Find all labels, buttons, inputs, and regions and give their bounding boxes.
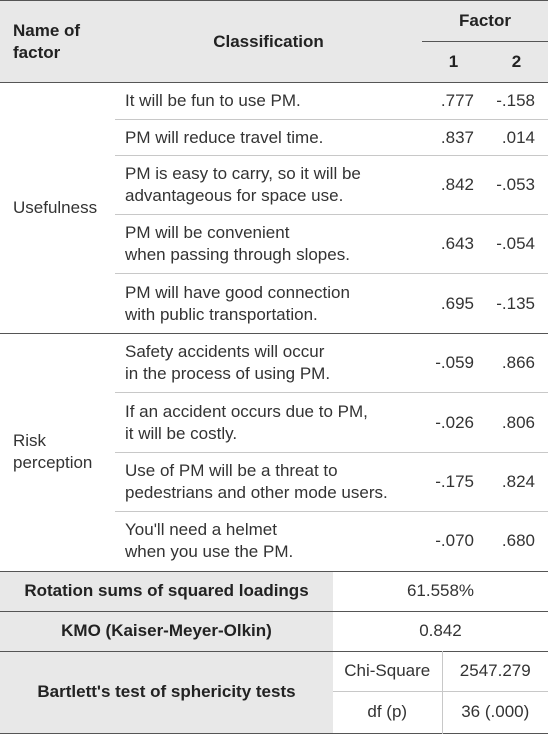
text-line: If an accident occurs due to PM,: [125, 401, 368, 421]
text-line: Safety accidents will occur: [125, 342, 325, 361]
text-line: Usefulness: [13, 198, 98, 217]
factor-1: .643: [422, 214, 485, 274]
text-line: You'll need a helmet: [125, 520, 277, 540]
summary-row: Rotation sums of squared loadings 61.558%: [0, 570, 548, 611]
group-name: Risk perception: [0, 333, 115, 571]
factor-2: .680: [485, 511, 548, 571]
classification: PM will have good connection with public …: [115, 273, 422, 334]
text-line: PM is easy to carry, so it will be: [125, 164, 361, 183]
summary-label: KMO (Kaiser-Meyer-Olkin): [0, 610, 333, 651]
factor-1: .837: [422, 119, 485, 156]
summary-label: Bartlett's test of sphericity tests: [0, 650, 333, 733]
data-row: If an accident occurs due to PM, it will …: [0, 392, 548, 453]
data-row: You'll need a helmet when you use the PM.…: [0, 511, 548, 571]
factor-1: .695: [422, 273, 485, 334]
data-row: PM will have good connection with public …: [0, 273, 548, 334]
factor-2: .824: [485, 452, 548, 512]
data-row: PM will be convenient when passing throug…: [0, 214, 548, 274]
header-name: Name of factor: [0, 0, 115, 83]
classification: You'll need a helmet when you use the PM.: [115, 511, 422, 571]
classification: PM will reduce travel time.: [115, 119, 422, 156]
text-line: Name of: [13, 20, 81, 40]
factor-table: Name of factor Classification Factor 1 2 Usefu…: [0, 0, 548, 571]
factor-2: .866: [485, 333, 548, 393]
bartlett-value: 2547.279: [442, 650, 548, 691]
classification: PM is easy to carry, so it will be advant…: [115, 155, 422, 215]
text-line: PM will reduce travel time.: [125, 127, 324, 147]
text-line: Use of PM will be a threat to: [125, 461, 338, 480]
factor-1: -.070: [422, 511, 485, 571]
summary-label: Rotation sums of squared loadings: [0, 570, 333, 611]
classification: Safety accidents will occur in the proces…: [115, 333, 422, 393]
group-name: Usefulness: [0, 82, 115, 334]
data-row: Use of PM will be a threat to pedestrians…: [0, 452, 548, 512]
bartlett-stat: df (p): [333, 690, 443, 733]
header-row: Name of factor Classification Factor: [0, 0, 548, 83]
summary-value: 0.842: [333, 610, 548, 651]
summary-table: Rotation sums of squared loadings 61.558%…: [0, 570, 548, 734]
text-line: when you use the PM.: [125, 542, 294, 562]
text-line: it will be costly.: [125, 423, 238, 443]
text-line: with public transportation.: [125, 304, 318, 324]
factor-2: -.053: [485, 155, 548, 215]
text-line: advantageous for space use.: [125, 186, 344, 205]
text-line: PM will be convenient: [125, 223, 290, 242]
text-line: perception: [13, 453, 93, 473]
summary-row: KMO (Kaiser-Meyer-Olkin) 0.842: [0, 610, 548, 651]
text-line: Risk: [13, 431, 47, 451]
text-line: PM will have good connection: [125, 282, 350, 302]
bartlett-row: df (p) 36 (.000): [0, 690, 548, 733]
factor-1: -.059: [422, 333, 485, 393]
factor-2: .014: [485, 119, 548, 156]
classification: PM will be convenient when passing throug…: [115, 214, 422, 274]
text-line: It will be fun to use PM.: [125, 91, 301, 110]
text-line: in the process of using PM.: [125, 364, 331, 383]
classification: It will be fun to use PM.: [115, 82, 422, 120]
data-row: PM will reduce travel time. .837.014: [0, 119, 548, 156]
header-factor: Factor: [422, 0, 548, 42]
header-factor-col: 1: [422, 41, 485, 83]
header-classification: Classification: [115, 0, 422, 83]
factor-1: -.026: [422, 392, 485, 453]
bartlett-stat: Chi-Square: [333, 650, 443, 691]
factor-2: -.054: [485, 214, 548, 274]
factor-1: .842: [422, 155, 485, 215]
factor-1: .777: [422, 82, 485, 120]
factor-2: -.158: [485, 82, 548, 120]
data-row: Risk perception Safety accidents will occu…: [0, 333, 548, 571]
data-row: Usefulness It will be fun to use PM. .777-…: [0, 82, 548, 334]
data-row: PM is easy to carry, so it will be advant…: [0, 155, 548, 215]
classification: Use of PM will be a threat to pedestrians…: [115, 452, 422, 512]
text-line: when passing through slopes.: [125, 245, 350, 264]
bartlett-value: 36 (.000): [442, 690, 548, 733]
factor-1: -.175: [422, 452, 485, 512]
classification: If an accident occurs due to PM, it will …: [115, 392, 422, 453]
text-line: pedestrians and other mode users.: [125, 483, 388, 502]
header-factor-col: 2: [485, 41, 548, 83]
factor-2: -.135: [485, 273, 548, 334]
bartlett-row: Bartlett's test of sphericity tests Chi-S…: [0, 650, 548, 733]
text-line: factor: [13, 42, 61, 62]
factor-2: .806: [485, 392, 548, 453]
summary-value: 61.558%: [333, 570, 548, 611]
